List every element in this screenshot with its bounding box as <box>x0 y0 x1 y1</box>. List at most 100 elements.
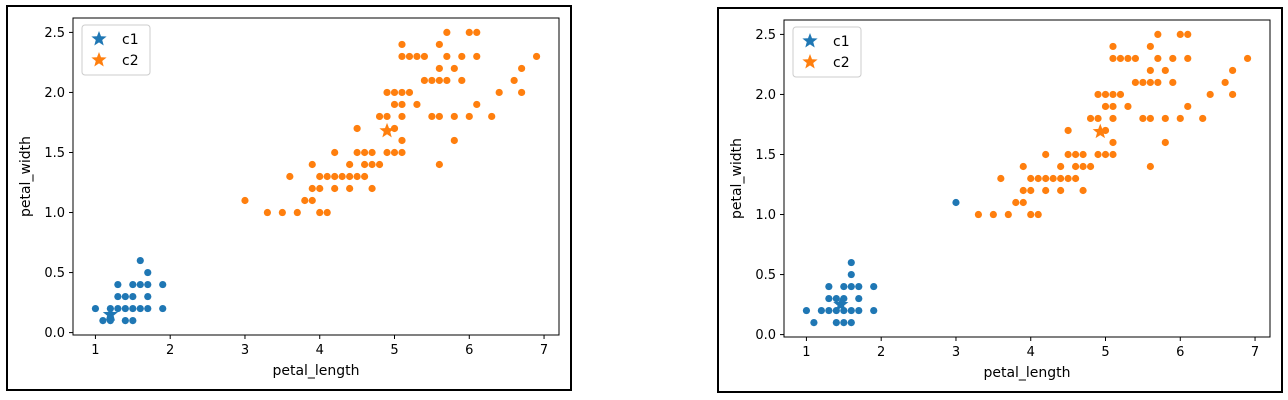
scatter-point-c2 <box>1109 138 1117 147</box>
scatter-point-c2 <box>361 160 369 169</box>
scatter-point-c2 <box>473 28 481 37</box>
scatter-point-c2 <box>495 88 503 97</box>
scatter-point-c2 <box>316 172 324 181</box>
scatter-point-c2 <box>1027 210 1035 219</box>
scatter-point-c1 <box>136 280 144 289</box>
scatter-point-c2 <box>1072 150 1080 159</box>
scatter-point-c1 <box>847 270 855 279</box>
scatter-point-c2 <box>1146 162 1154 171</box>
legend-marker-c1 <box>802 33 818 48</box>
x-tick-label: 3 <box>241 343 249 358</box>
scatter-point-c2 <box>368 148 376 157</box>
scatter-point-c2 <box>390 88 399 97</box>
scatter-point-c1 <box>825 306 833 315</box>
y-axis-label: petal_width <box>729 138 745 219</box>
scatter-point-c2 <box>989 210 997 219</box>
scatter-point-c2 <box>997 174 1005 183</box>
scatter-point-c1 <box>870 282 878 291</box>
scatter-point-c2 <box>1109 90 1117 99</box>
scatter-point-c1 <box>952 198 960 207</box>
scatter-point-c2 <box>1124 102 1132 111</box>
legend-label-c2: c2 <box>833 55 850 71</box>
scatter-point-c2 <box>420 52 429 61</box>
scatter-point-c2 <box>428 76 436 85</box>
scatter-point-c2 <box>346 160 354 169</box>
scatter-point-c2 <box>1176 114 1184 123</box>
scatter-point-c2 <box>1086 162 1095 171</box>
scatter-point-c1 <box>91 304 100 313</box>
scatter-point-c2 <box>473 52 481 61</box>
legend-marker-c2 <box>91 52 107 67</box>
scatter-point-c2 <box>308 160 316 169</box>
scatter-point-c2 <box>308 184 316 193</box>
scatter-point-c2 <box>1243 54 1252 63</box>
scatter-point-c2 <box>435 160 443 169</box>
scatter-point-c2 <box>1154 30 1162 39</box>
scatter-point-c2 <box>331 184 339 193</box>
scatter-point-c2 <box>1094 90 1102 99</box>
x-tick-label: 2 <box>166 343 174 358</box>
scatter-point-c1 <box>855 294 863 303</box>
scatter-point-c2 <box>458 52 466 61</box>
scatter-point-c2 <box>1057 186 1065 195</box>
scatter-point-c2 <box>1027 174 1035 183</box>
scatter-point-c2 <box>398 112 406 121</box>
y-tick-label: 0.0 <box>755 328 776 343</box>
chart-panel-right: 1 2 3 4 5 6 7 0.0 0.5 1.0 1.5 2.0 2.5 petal_length pet… <box>717 7 1283 393</box>
plot-frame <box>72 17 560 336</box>
scatter-point-c1 <box>129 316 137 325</box>
scatter-point-c2 <box>465 28 473 37</box>
scatter-point-c2 <box>1169 78 1177 87</box>
scatter-chart-right: 1 2 3 4 5 6 7 0.0 0.5 1.0 1.5 2.0 2.5 petal_length pet… <box>729 19 1271 381</box>
scatter-point-c2 <box>420 76 429 85</box>
scatter-point-c2 <box>1064 174 1072 183</box>
x-tick-label: 5 <box>390 343 398 358</box>
x-tick-label: 2 <box>877 345 885 360</box>
x-tick-label: 7 <box>1251 345 1259 360</box>
scatter-point-c1 <box>99 316 107 325</box>
scatter-point-c1 <box>847 318 855 327</box>
scatter-point-c2 <box>1079 162 1087 171</box>
scatter-point-c2 <box>1139 78 1147 87</box>
scatter-point-c2 <box>1154 78 1162 87</box>
y-tick-label: 2.5 <box>44 26 65 41</box>
scatter-point-c2 <box>532 52 541 61</box>
scatter-point-c2 <box>1064 150 1072 159</box>
scatter-point-c1 <box>159 280 167 289</box>
centroid-star-c1 <box>102 306 118 322</box>
scatter-point-c1 <box>136 304 144 313</box>
scatter-point-c2 <box>1184 54 1192 63</box>
scatter-point-c1 <box>159 304 167 313</box>
legend-marker-c1 <box>91 31 107 46</box>
scatter-point-c1 <box>129 292 137 301</box>
scatter-point-c1 <box>855 306 863 315</box>
x-axis-label: petal_length <box>983 365 1070 381</box>
scatter-point-c2 <box>435 76 443 85</box>
x-tick-label: 4 <box>316 343 324 358</box>
scatter-point-c2 <box>368 160 376 169</box>
scatter-point-c2 <box>241 196 249 205</box>
scatter-point-c1 <box>847 258 855 267</box>
y-axis-label: petal_width <box>18 136 34 217</box>
scatter-point-c2 <box>1072 174 1080 183</box>
scatter-point-c2 <box>278 208 286 217</box>
x-tick-label: 5 <box>1101 345 1109 360</box>
scatter-point-c2 <box>1064 126 1072 135</box>
scatter-point-c2 <box>1094 150 1102 159</box>
scatter-point-c2 <box>435 64 443 73</box>
legend-label-c1: c1 <box>833 34 850 50</box>
scatter-point-c1 <box>832 318 840 327</box>
scatter-point-c2 <box>1019 186 1027 195</box>
y-tick-label: 0.5 <box>44 266 65 281</box>
scatter-point-c2 <box>443 52 451 61</box>
x-tick-label: 6 <box>1176 345 1184 360</box>
scatter-point-c2 <box>263 208 271 217</box>
scatter-point-c1 <box>121 316 129 325</box>
scatter-point-c2 <box>1146 42 1154 51</box>
scatter-point-c2 <box>1161 138 1169 147</box>
scatter-point-c2 <box>450 112 458 121</box>
scatter-point-c2 <box>1042 174 1050 183</box>
legend-box <box>792 26 862 78</box>
y-tick-label: 0.0 <box>44 326 65 341</box>
scatter-point-c1 <box>840 282 848 291</box>
